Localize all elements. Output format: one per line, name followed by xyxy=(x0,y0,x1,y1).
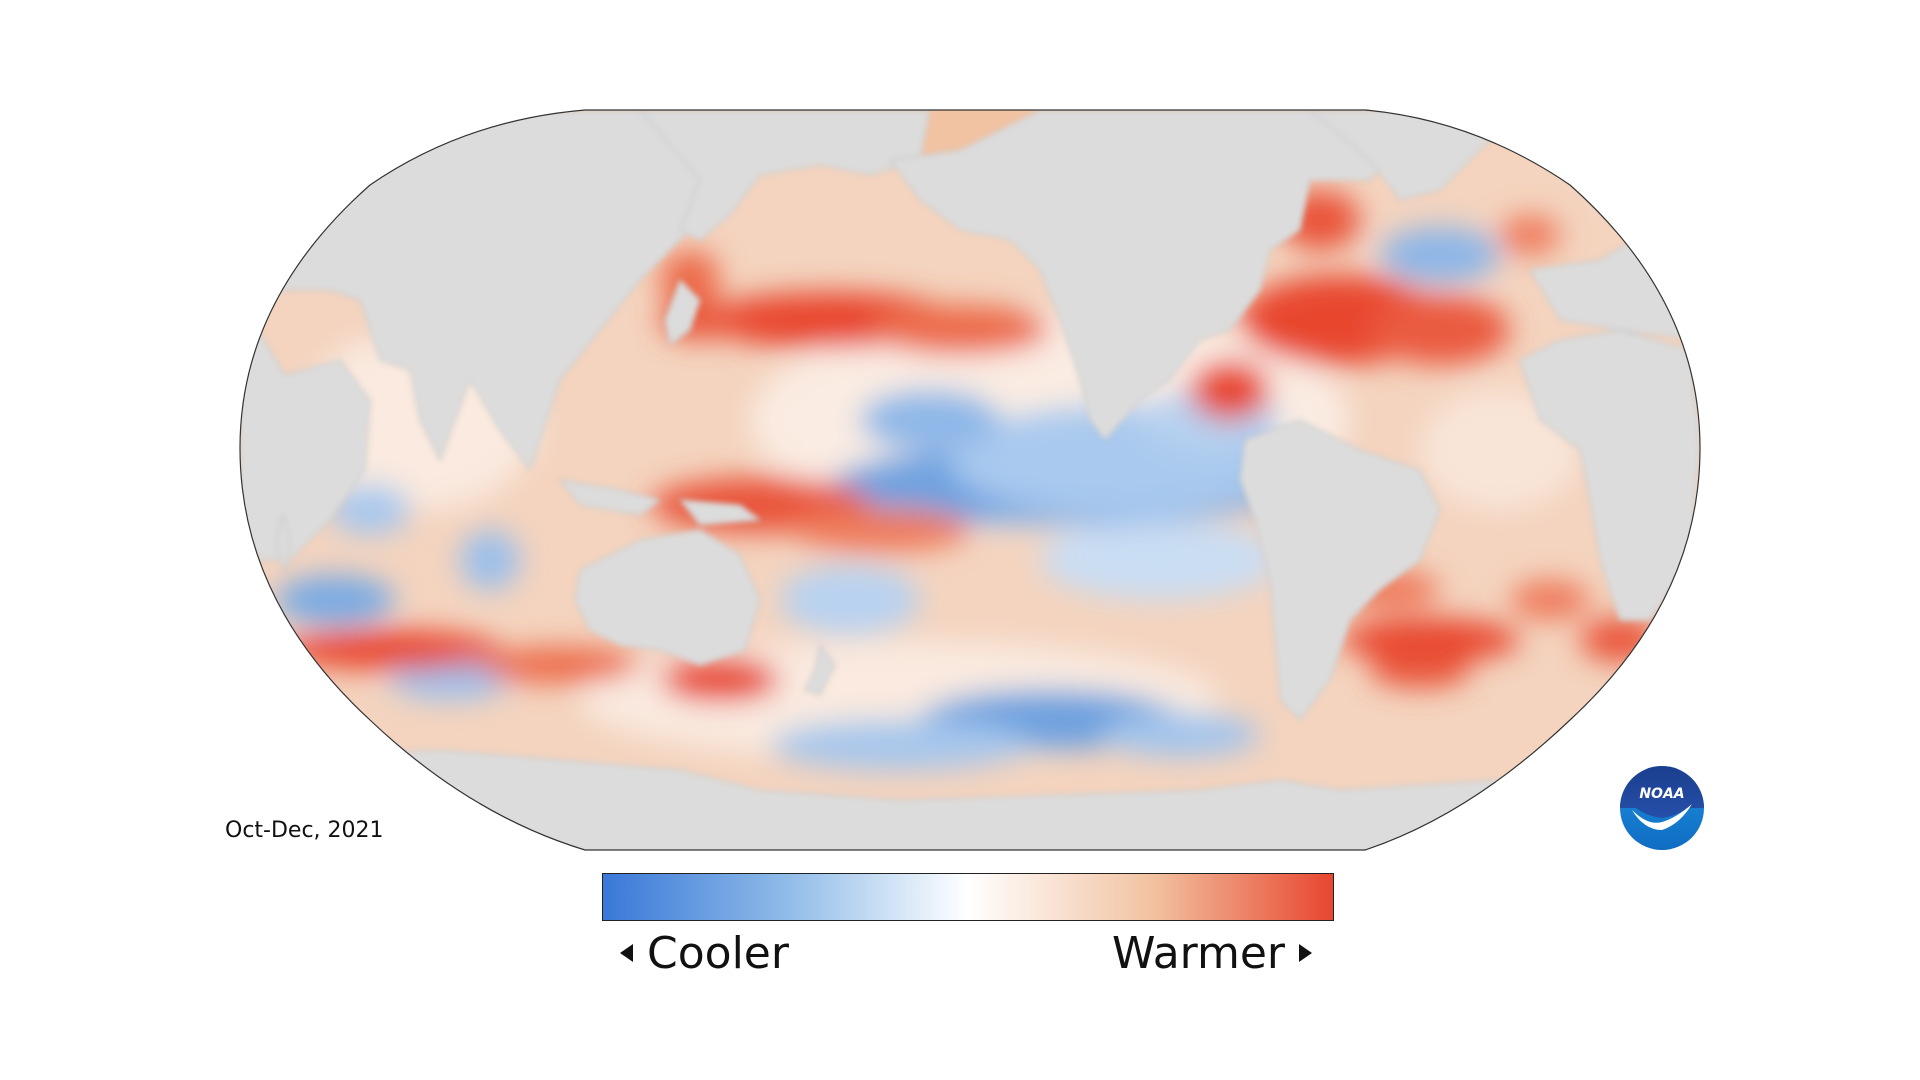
legend-warmer: Warmer xyxy=(1112,924,1312,982)
noaa-logo-top xyxy=(1620,766,1704,818)
right-arrow-icon xyxy=(1299,944,1312,962)
legend-cooler-label: Cooler xyxy=(647,927,789,979)
land-indonesia xyxy=(558,479,662,516)
left-arrow-icon xyxy=(620,944,633,962)
land-new-zealand xyxy=(804,643,836,696)
landmasses xyxy=(240,110,1700,850)
land-south-america xyxy=(1239,419,1441,721)
land-greenland xyxy=(1308,110,1491,201)
land-australia xyxy=(574,529,761,666)
land-madagascar xyxy=(277,513,290,572)
noaa-logo: NOAA xyxy=(1620,766,1704,850)
land-northeast-asia xyxy=(638,110,931,241)
noaa-logo-bird xyxy=(1632,804,1692,830)
colorbar xyxy=(602,873,1334,921)
noaa-logo-text: NOAA xyxy=(1639,786,1684,802)
land-antarctica xyxy=(240,749,1700,850)
land-new-guinea xyxy=(678,499,762,526)
legend-warmer-label: Warmer xyxy=(1112,927,1285,979)
map-border xyxy=(239,109,1701,851)
legend-cooler: Cooler xyxy=(620,924,789,982)
land-japan xyxy=(664,278,701,347)
period-label: Oct-Dec, 2021 xyxy=(225,818,384,843)
anomaly-field xyxy=(275,190,1660,770)
